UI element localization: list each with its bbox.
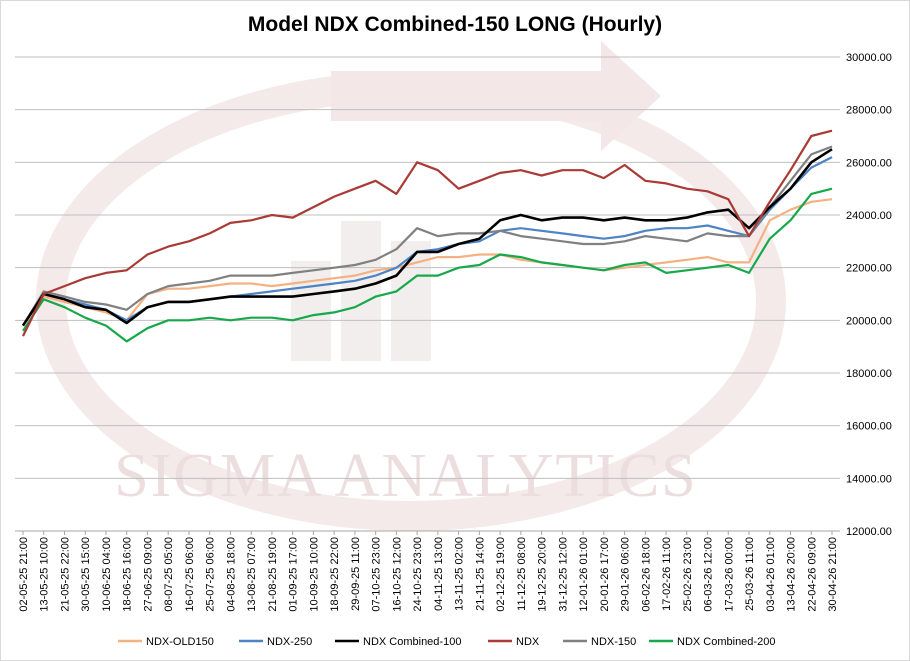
y-tick-label: 20000.00 bbox=[846, 315, 892, 327]
x-tick-label: 16-07-25 06:00 bbox=[184, 537, 196, 612]
y-tick-label: 12000.00 bbox=[846, 526, 892, 538]
x-tick-label: 25-02-26 23:00 bbox=[682, 537, 694, 612]
x-tick-label: 06-02-26 18:00 bbox=[640, 537, 652, 612]
series-line-ndx-150 bbox=[22, 145, 833, 327]
x-tick-label: 10-06-25 04:00 bbox=[101, 537, 113, 612]
y-tick-label: 26000.00 bbox=[846, 157, 892, 169]
x-tick-label: 06-03-26 12:00 bbox=[703, 537, 715, 612]
x-tick-label: 04-08-25 18:00 bbox=[225, 537, 237, 612]
x-tick-label: 02-12-25 19:00 bbox=[495, 537, 507, 612]
x-tick-label: 29-09-25 11:00 bbox=[350, 537, 362, 611]
x-tick-label: 19-12-25 20:00 bbox=[537, 537, 549, 612]
y-axis-ticks: 12000.00 14000.00 16000.00 18000.00 20000.00… bbox=[846, 52, 892, 538]
x-tick-label: 10-09-25 10:00 bbox=[308, 537, 320, 612]
x-tick-label: 21-05-25 22:00 bbox=[59, 537, 71, 612]
legend-item: NDX-150 bbox=[591, 636, 636, 648]
x-tick-label: 20-01-26 17:00 bbox=[599, 537, 611, 612]
y-tick-label: 30000.00 bbox=[846, 52, 892, 64]
x-tick-label: 13-04-26 20:00 bbox=[786, 537, 798, 612]
x-tick-label: 17-03-26 00:00 bbox=[723, 537, 735, 612]
x-tick-label: 21-11-25 14:00 bbox=[474, 537, 486, 611]
legend-item: NDX Combined-100 bbox=[363, 636, 461, 648]
x-tick-label: 16-10-25 12:00 bbox=[391, 537, 403, 612]
y-tick-label: 16000.00 bbox=[846, 421, 892, 433]
series-line-ndx-old150 bbox=[22, 198, 833, 327]
x-axis-ticks: 02-05-25 21:00 13-05-25 10:00 21-05-25 22:… bbox=[18, 531, 839, 612]
y-tick-label: 22000.00 bbox=[846, 263, 892, 275]
series-line-ndx bbox=[22, 129, 833, 337]
x-tick-label: 17-02-26 11:00 bbox=[661, 537, 673, 611]
x-tick-label: 25-03-26 11:00 bbox=[744, 537, 756, 611]
chart-title: Model NDX Combined-150 LONG (Hourly) bbox=[247, 13, 663, 36]
x-tick-label: 13-08-25 07:00 bbox=[246, 537, 258, 612]
y-tick-label: 14000.00 bbox=[846, 473, 892, 485]
series-line-ndx-combined-200 bbox=[22, 187, 833, 343]
series-lines bbox=[21, 129, 833, 343]
legend-item: NDX-250 bbox=[267, 636, 312, 648]
legend-item: NDX bbox=[516, 636, 540, 648]
x-tick-label: 31-12-25 12:00 bbox=[557, 537, 569, 612]
x-tick-label: 11-12-25 08:00 bbox=[516, 537, 528, 611]
x-tick-label: 22-04-26 09:00 bbox=[806, 537, 818, 612]
x-tick-label: 13-05-25 10:00 bbox=[39, 537, 51, 612]
y-tick-label: 28000.00 bbox=[846, 105, 892, 117]
legend-item: NDX-OLD150 bbox=[146, 636, 214, 648]
x-tick-label: 21-08-25 19:00 bbox=[267, 537, 279, 612]
x-tick-label: 07-10-25 23:00 bbox=[371, 537, 383, 612]
x-tick-label: 04-11-25 13:00 bbox=[433, 537, 445, 611]
x-tick-label: 02-05-25 21:00 bbox=[18, 537, 30, 612]
x-tick-label: 18-06-25 16:00 bbox=[122, 537, 134, 612]
legend: NDX-OLD150 NDX-250 NDX Combined-100 NDX NDX-… bbox=[118, 636, 775, 648]
x-tick-label: 27-06-25 09:00 bbox=[142, 537, 154, 612]
x-tick-label: 03-04-26 01:00 bbox=[765, 537, 777, 612]
watermark: SIGMA ANALYTICS bbox=[36, 41, 786, 531]
x-tick-label: 30-05-25 15:00 bbox=[80, 537, 92, 612]
x-tick-label: 12-01-26 01:00 bbox=[578, 537, 590, 612]
y-tick-label: 24000.00 bbox=[846, 210, 892, 222]
x-tick-label: 01-09-25 17:00 bbox=[288, 537, 300, 612]
series-line-ndx-combined-100 bbox=[21, 148, 833, 327]
watermark-text: SIGMA ANALYTICS bbox=[114, 442, 698, 510]
x-tick-label: 30-04-26 21:00 bbox=[827, 537, 839, 612]
x-tick-label: 24-10-25 23:00 bbox=[412, 537, 424, 612]
x-tick-label: 13-11-25 02:00 bbox=[454, 537, 466, 611]
x-tick-label: 25-07-25 06:00 bbox=[205, 537, 217, 612]
x-tick-label: 29-01-26 06:00 bbox=[620, 537, 632, 612]
x-tick-label: 08-07-25 05:00 bbox=[163, 537, 175, 612]
y-tick-label: 18000.00 bbox=[846, 368, 892, 380]
x-tick-label: 18-09-25 22:00 bbox=[329, 537, 341, 612]
legend-item: NDX Combined-200 bbox=[677, 636, 775, 648]
